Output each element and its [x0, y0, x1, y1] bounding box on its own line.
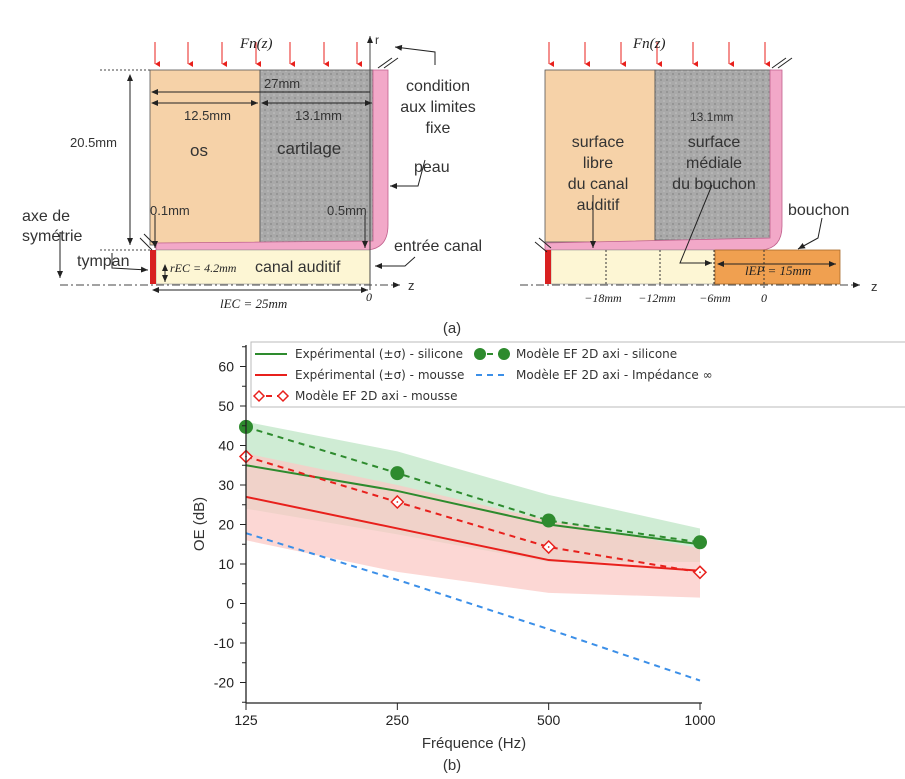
series-mod-le-ef-2d-axi-silicone-line — [245, 425, 701, 544]
y-tick-label: -20 — [214, 675, 234, 691]
boundary-label-1: condition — [406, 78, 470, 95]
os-label: os — [190, 141, 208, 160]
force-label: Fn(z) — [239, 36, 273, 52]
series-mod-le-ef-2d-axi-imp-dance-line — [245, 532, 701, 682]
plug-region — [714, 249, 841, 285]
tick-minus12: −12mm — [638, 291, 676, 305]
legend-label: Modèle EF 2D axi - silicone — [516, 347, 677, 361]
legend-label: Expérimental (±σ) - silicone — [295, 347, 463, 361]
legend — [250, 341, 905, 408]
zero-label: 0 — [366, 290, 372, 304]
diagram-left: Fn(z) r z 27mm 12.5mm 13.1mm 20.5mm 0.1m… — [22, 33, 482, 311]
series-exp-rimental-mousse-line — [245, 495, 701, 572]
diagram-right: Fn(z) z 13.1mm surface libre du canal au… — [520, 36, 878, 305]
canal-region-right — [550, 249, 716, 285]
x-tick-label: 125 — [234, 712, 258, 728]
legend-item: Modèle EF 2D axi - mousse — [252, 389, 458, 403]
y-tick-label: 0 — [226, 596, 234, 612]
caption-b: (b) — [443, 757, 461, 774]
series-mod-le-ef-2d-axi-mousse-line — [245, 455, 701, 574]
data-point-center — [396, 501, 399, 503]
free-surface-label-2: libre — [583, 155, 613, 172]
y-tick-label: -10 — [214, 635, 234, 651]
y-tick-label: 30 — [218, 477, 234, 493]
y-tick-label: 50 — [218, 398, 234, 414]
dim-skin-right: 0.5mm — [327, 203, 367, 218]
symmetry-label-1: axe de — [22, 208, 70, 225]
boundary-label-2: aux limites — [400, 99, 476, 116]
cartilage-region — [259, 69, 374, 244]
legend-item: Modèle EF 2D axi - Impédance ∞ — [476, 368, 713, 382]
y-tick-label: 20 — [218, 517, 234, 533]
data-point-silicone-model — [541, 513, 556, 528]
dim-total: 27mm — [264, 76, 300, 91]
legend-marker-circle — [498, 348, 510, 360]
boundary-label-3: fixe — [426, 120, 451, 137]
force-label-right: Fn(z) — [632, 36, 666, 52]
legend-marker-diamond — [252, 389, 266, 403]
y-tick-label: 60 — [218, 359, 234, 375]
data-point-silicone-model — [693, 535, 707, 550]
dim-height: 20.5mm — [70, 135, 117, 150]
tympan-label: tympan — [77, 253, 129, 270]
legend-item: Expérimental (±σ) - silicone — [255, 347, 463, 361]
legend-marker-diamond — [276, 389, 290, 403]
x-tick-label: 500 — [537, 712, 561, 728]
x-axis-title: Fréquence (Hz) — [422, 735, 526, 752]
legend-label: Modèle EF 2D axi - mousse — [295, 389, 458, 403]
z-axis-label: z — [408, 278, 415, 293]
skin-label: peau — [414, 159, 450, 176]
caption-a: (a) — [443, 320, 461, 337]
data-point-center — [699, 571, 701, 574]
z-axis-label-right: z — [871, 279, 878, 294]
os-region — [149, 69, 261, 246]
free-surface-label-3: du canal — [568, 176, 629, 193]
legend-item: Modèle EF 2D axi - silicone — [474, 347, 677, 361]
data-point-center — [547, 546, 550, 548]
band-mousse — [246, 453, 700, 598]
dim-cartilage: 13.1mm — [295, 108, 342, 123]
free-surface-label-4: auditif — [577, 197, 620, 214]
symmetry-label-2: symétrie — [22, 228, 83, 245]
legend-label: Modèle EF 2D axi - Impédance ∞ — [516, 368, 713, 382]
medial-surface-label-3: du bouchon — [672, 176, 756, 193]
tick-minus18: −18mm — [584, 291, 622, 305]
series-exp-rimental-silicone-line — [245, 464, 701, 546]
legend-label: Expérimental (±σ) - mousse — [295, 368, 464, 382]
legend-item: Expérimental (±σ) - mousse — [255, 368, 464, 382]
legend-marker-circle — [474, 348, 486, 360]
tick-zero: 0 — [761, 291, 767, 305]
plug-length-label: lEP = 15mm — [745, 263, 811, 278]
radius-label: rEC = 4.2mm — [170, 261, 237, 275]
medial-surface-label-2: médiale — [686, 155, 742, 172]
oe-chart: 125 250 500 1000 60 50 40 30 20 10 0 -10 -20 Fréquen… — [191, 341, 905, 752]
y-tick-label: 10 — [218, 556, 234, 572]
x-tick-label: 250 — [386, 712, 410, 728]
canal-region — [155, 249, 371, 285]
length-label: lEC = 25mm — [220, 296, 287, 311]
tympan-membrane — [150, 250, 156, 284]
tick-minus6: −6mm — [699, 291, 731, 305]
force-arrows-left — [154, 42, 362, 67]
y-axis-title: OE (dB) — [191, 497, 208, 551]
tympan-right — [545, 250, 551, 284]
data-point-silicone-model — [390, 466, 405, 481]
canal-label: canal auditif — [255, 259, 341, 276]
medial-surface-label-1: surface — [688, 134, 741, 151]
canal-entrance-label: entrée canal — [394, 238, 482, 255]
skin-layer-right — [544, 69, 783, 251]
dim-skin-left: 0.1mm — [150, 203, 190, 218]
x-tick-label: 1000 — [684, 712, 715, 728]
dim-os: 12.5mm — [184, 108, 231, 123]
r-axis-label: r — [375, 33, 379, 47]
cartilage-label: cartilage — [277, 139, 341, 158]
free-surface-label-1: surface — [572, 134, 625, 151]
dim-cartilage-right: 13.1mm — [690, 110, 733, 124]
os-region-right — [544, 69, 656, 243]
cartilage-region-right — [654, 69, 772, 241]
plug-label: bouchon — [788, 202, 849, 219]
y-tick-label: 40 — [218, 438, 234, 454]
